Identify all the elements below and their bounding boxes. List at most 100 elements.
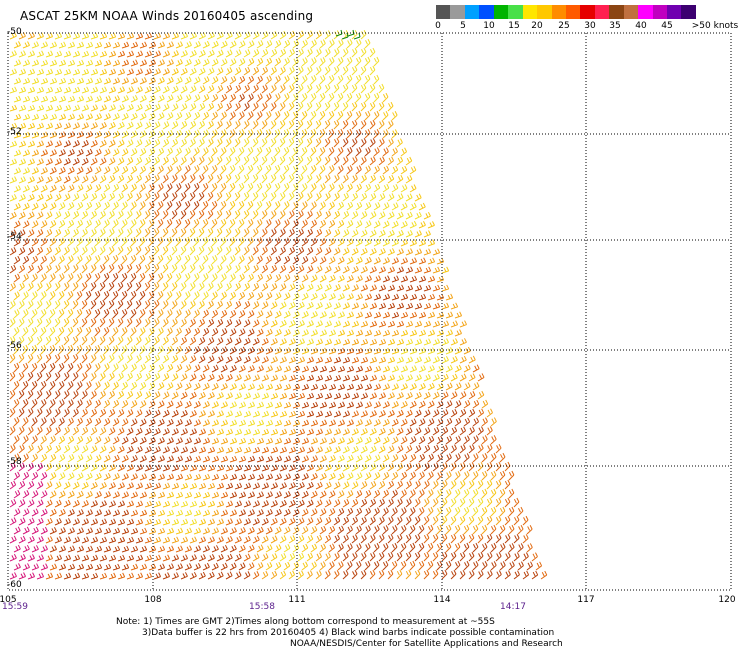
wind-barb <box>117 299 124 310</box>
wind-barb <box>31 362 38 373</box>
wind-barb <box>193 473 202 481</box>
wind-barb <box>283 419 292 427</box>
wind-barb <box>288 264 296 274</box>
wind-barb <box>306 48 313 58</box>
wind-barb <box>139 308 146 319</box>
wind-barb <box>157 437 165 445</box>
wind-barb <box>148 147 156 157</box>
wind-barb <box>81 210 89 220</box>
wind-barb <box>90 246 97 256</box>
wind-barb <box>229 509 238 517</box>
wind-barb <box>171 373 179 382</box>
wind-barb <box>450 515 457 526</box>
wind-barb <box>31 308 38 319</box>
wind-barb <box>256 93 263 103</box>
wind-barb <box>288 246 296 256</box>
wind-barb <box>175 327 182 337</box>
wind-barb <box>49 344 56 355</box>
wind-barb <box>67 202 75 211</box>
wind-barb <box>297 517 305 526</box>
wind-barb <box>432 302 441 310</box>
wind-barb <box>117 572 126 580</box>
wind-barb <box>81 353 88 364</box>
wind-barb <box>400 311 409 319</box>
wind-barb <box>256 255 263 265</box>
wind-barb <box>459 497 466 508</box>
wind-barb <box>54 86 63 94</box>
wind-barb <box>121 345 128 355</box>
wind-barb <box>243 49 251 58</box>
wind-barb <box>166 129 174 139</box>
wind-barb <box>306 374 315 382</box>
wind-barb <box>328 146 335 157</box>
wind-barb <box>54 317 61 328</box>
wind-barb <box>72 444 80 454</box>
wind-barb <box>427 293 436 301</box>
wind-barb <box>346 311 355 319</box>
wind-barb <box>364 147 371 157</box>
wind-barb <box>144 227 151 238</box>
wind-barb <box>481 399 489 409</box>
wind-barb <box>373 329 382 337</box>
wind-barb <box>292 561 300 571</box>
wind-barb <box>261 428 270 436</box>
wind-barb <box>459 551 466 562</box>
wind-barb <box>36 481 44 490</box>
wind-barb <box>481 506 488 517</box>
wind-barb <box>279 264 287 274</box>
wind-barb <box>279 48 287 58</box>
wind-barb <box>144 263 151 274</box>
wind-barb <box>490 561 497 571</box>
wind-barb <box>121 473 129 481</box>
wind-barb <box>130 563 139 571</box>
wind-barb <box>405 498 412 508</box>
wind-barb <box>54 50 63 58</box>
wind-barb <box>207 410 215 418</box>
wind-barb <box>117 482 125 490</box>
wind-barb <box>13 544 21 553</box>
wind-barb <box>13 453 20 463</box>
wind-barb <box>418 471 425 481</box>
wind-barb <box>225 500 234 508</box>
wind-barb <box>270 517 278 526</box>
wind-barb <box>310 508 318 517</box>
wind-barb <box>130 308 137 319</box>
wind-barb <box>216 373 224 382</box>
wind-barb-low <box>341 32 349 40</box>
wind-barb <box>247 128 254 139</box>
wind-barb <box>337 543 344 553</box>
wind-barb <box>225 191 232 202</box>
wind-barb <box>40 362 47 373</box>
wind-barb <box>301 526 309 535</box>
wind-barb <box>189 49 197 58</box>
wind-barb <box>364 454 372 463</box>
wind-barb <box>378 320 387 328</box>
wind-barb <box>13 489 21 499</box>
wind-barb <box>441 356 449 364</box>
wind-barb <box>148 400 156 409</box>
wind-barb <box>265 526 273 535</box>
wind-barb <box>135 86 143 94</box>
wind-barb <box>360 427 368 436</box>
wind-barb <box>108 536 117 544</box>
wind-barb <box>418 489 425 499</box>
wind-barb <box>333 499 341 508</box>
wind-barb <box>144 354 151 364</box>
wind-barb <box>292 310 300 319</box>
wind-barb <box>144 121 152 130</box>
wind-barb <box>139 201 146 211</box>
wind-barb <box>202 200 209 211</box>
wind-barb <box>346 419 354 427</box>
wind-barb <box>234 446 243 454</box>
wind-barb <box>9 389 16 400</box>
wind-barb <box>36 317 43 328</box>
wind-barb <box>45 122 54 130</box>
wind-barb <box>454 453 461 463</box>
wind-barb <box>243 464 252 472</box>
wind-barb <box>351 65 358 76</box>
wind-barb <box>414 515 421 526</box>
wind-barb <box>508 561 515 571</box>
wind-barb <box>180 482 189 490</box>
wind-barb <box>342 302 350 310</box>
wind-barb <box>279 191 286 202</box>
